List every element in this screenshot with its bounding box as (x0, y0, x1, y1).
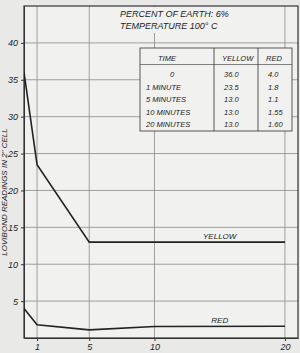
tick: 20 (279, 338, 290, 352)
table-cell: 13.0 (224, 108, 239, 117)
plot-frame (24, 6, 298, 338)
tick-mark (21, 190, 24, 191)
tick: 10 (150, 338, 160, 352)
tick-label: 15 (8, 223, 19, 233)
grid-line (24, 301, 298, 302)
tick: 40 (8, 38, 24, 48)
data-table: TIME YELLOW RED 0 36.0 4.0 1 MINUTE 23.5 1.8 5 MI… (140, 48, 292, 131)
tick: 5 (13, 296, 24, 306)
tick-mark (21, 117, 24, 118)
grid-line (24, 264, 298, 265)
table-cell: 10 MINUTES (146, 108, 190, 117)
table-cell: 0 (170, 70, 175, 79)
tick: 5 (87, 338, 93, 352)
tick-mark (21, 264, 24, 265)
grid-line (24, 227, 298, 228)
tick-label: 5 (87, 342, 93, 352)
tick-label: 30 (8, 112, 18, 122)
table-cell: 1.1 (268, 95, 278, 104)
tick-label: 40 (8, 38, 18, 48)
tick-label: 20 (279, 342, 290, 352)
table-cell: 1.60 (268, 120, 283, 129)
axis-line (24, 7, 25, 339)
tick-label: 10 (150, 342, 160, 352)
table-cell: 5 MINUTES (146, 95, 186, 104)
axis-line (25, 338, 299, 339)
grid-line (24, 153, 298, 154)
x-axis: 1 5 10 20 (25, 338, 299, 352)
table-rule (214, 48, 215, 131)
tick-label: 35 (8, 75, 19, 85)
table-cell: 1 MINUTE (146, 83, 182, 92)
y-axis-title: LOVIBOND READINGS IN 2" CELL (0, 128, 9, 255)
tick-label: 5 (13, 296, 19, 306)
table-cell: 20 MINUTES (145, 120, 190, 129)
table-cell: 13.0 (224, 120, 239, 129)
tick: 20 (7, 186, 24, 196)
tick: 15 (8, 223, 24, 233)
subtitle: TEMPERATURE 100° C (120, 21, 218, 31)
tick-mark (285, 338, 286, 341)
table-cell: 23.5 (223, 83, 239, 92)
grid-line (24, 42, 298, 43)
table-cell: 1.55 (268, 108, 283, 117)
chart: 510152025303540151020LOVIBOND READINGS I… (0, 0, 300, 353)
table-frame (140, 48, 292, 131)
tick-label: 1 (35, 342, 40, 352)
grid-line (24, 190, 298, 191)
series-label: YELLOW (203, 232, 238, 241)
tick: 30 (8, 112, 24, 122)
tick-mark (21, 227, 24, 228)
table-cell: 4.0 (268, 70, 279, 79)
grid-line (89, 6, 90, 338)
tick-label: 10 (8, 260, 18, 270)
y-axis: 5 10 15 20 25 30 35 40 (7, 7, 25, 339)
tick: 10 (8, 260, 24, 270)
table-header: TIME (158, 54, 177, 63)
grid-line (37, 6, 38, 338)
tick: 25 (7, 149, 24, 159)
tick-mark (21, 301, 24, 302)
table-cell: 13.0 (224, 95, 239, 104)
table-header: RED (266, 54, 282, 63)
tick-mark (154, 338, 155, 341)
series-line (24, 308, 285, 329)
table-rule (140, 64, 292, 65)
tick: 35 (8, 75, 24, 85)
plot-area (24, 6, 298, 338)
tick-mark (37, 338, 38, 341)
title-background (116, 7, 256, 33)
table-cell: 36.0 (224, 70, 239, 79)
title: PERCENT OF EARTH: 6% (120, 9, 229, 19)
tick-mark (21, 154, 24, 155)
series-label: RED (211, 316, 228, 325)
tick-mark (21, 43, 24, 44)
table-header: YELLOW (222, 54, 254, 63)
tick-mark (21, 80, 24, 81)
table-rule (258, 48, 259, 131)
table-cell: 1.8 (268, 83, 279, 92)
grid (24, 6, 298, 338)
tick: 1 (35, 338, 40, 352)
tick-mark (89, 338, 90, 341)
